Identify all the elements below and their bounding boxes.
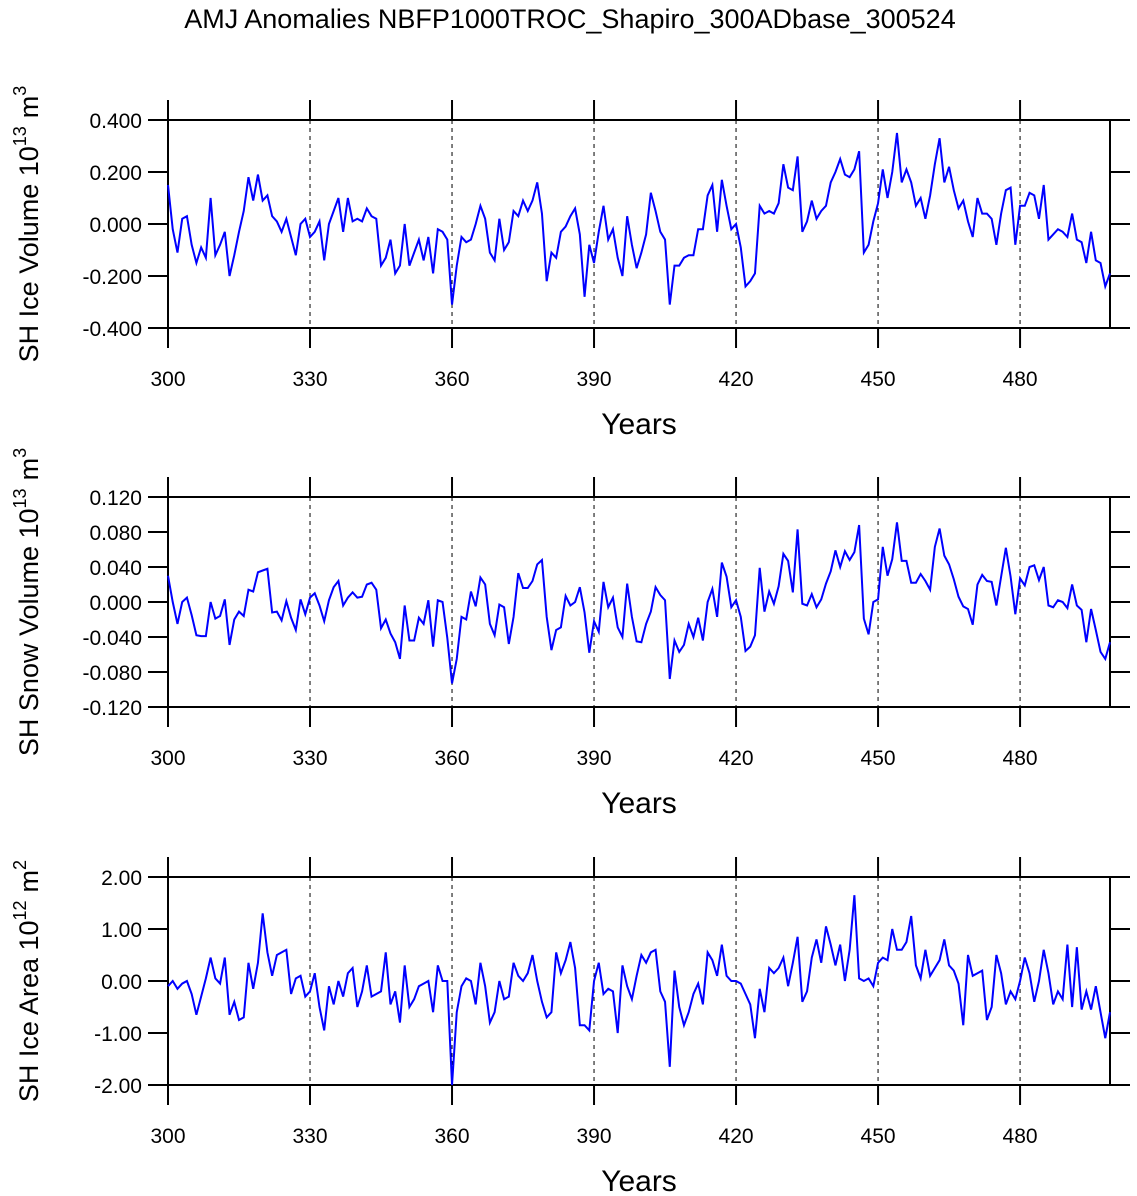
x-axis-title: Years	[601, 787, 677, 820]
y-tick-label: 0.120	[89, 487, 142, 510]
data-line	[167, 132, 1111, 305]
plot-frame	[167, 496, 1111, 708]
x-tick-label: 300	[150, 1125, 185, 1148]
y-axis-title: SH Snow Volume 1013 m3	[10, 448, 44, 756]
y-axis-title-unit-exp: 3	[10, 86, 30, 96]
x-tick-label: 420	[719, 1125, 754, 1148]
plot-frame	[167, 876, 1111, 1086]
y-tick-label: 0.400	[89, 110, 142, 133]
y-tick-label: -0.120	[82, 697, 142, 720]
x-tick-label: 420	[719, 747, 754, 770]
y-axis-title-text: SH Ice Area 10	[14, 920, 44, 1102]
y-axis-title-text: SH Ice Volume 10	[14, 146, 44, 362]
x-tick-label: 330	[292, 368, 327, 391]
x-tick-label: 480	[1003, 747, 1038, 770]
x-tick-label: 480	[1003, 368, 1038, 391]
y-tick-label: 0.000	[89, 214, 142, 237]
data-line	[167, 522, 1111, 684]
x-tick-label: 300	[150, 747, 185, 770]
y-axis-title-unit: m	[14, 458, 44, 481]
figure-title: AMJ Anomalies NBFP1000TROC_Shapiro_300AD…	[184, 4, 955, 34]
y-axis-title-exp: 12	[10, 900, 30, 920]
y-axis-title-exp: 13	[10, 126, 30, 146]
x-tick-label: 360	[434, 368, 469, 391]
y-tick-label: 1.00	[101, 919, 142, 942]
y-tick-label: 0.080	[89, 522, 142, 545]
y-axis-title-unit: m	[14, 96, 44, 119]
y-axis-title-text: SH Snow Volume 10	[14, 508, 44, 756]
plot-frame	[167, 119, 1111, 329]
y-axis-title-unit-exp: 3	[10, 448, 30, 458]
x-tick-label: 360	[434, 1125, 469, 1148]
x-tick-label: 450	[861, 368, 896, 391]
x-tick-label: 330	[292, 1125, 327, 1148]
x-tick-label: 390	[577, 747, 612, 770]
data-line	[167, 895, 1111, 1086]
y-axis-title-exp: 13	[10, 488, 30, 508]
x-tick-label: 450	[861, 1125, 896, 1148]
y-tick-label: 2.00	[101, 867, 142, 890]
x-tick-label: 480	[1003, 1125, 1038, 1148]
x-tick-label: 300	[150, 368, 185, 391]
y-tick-label: 0.040	[89, 557, 142, 580]
y-axis-title-unit: m	[14, 870, 44, 893]
y-tick-label: -0.200	[82, 266, 142, 289]
y-tick-label: -1.00	[94, 1023, 142, 1046]
y-tick-label: -2.00	[94, 1075, 142, 1098]
x-axis-title: Years	[601, 408, 677, 441]
x-tick-label: 420	[719, 368, 754, 391]
y-tick-label: 0.00	[101, 971, 142, 994]
y-tick-label: -0.040	[82, 627, 142, 650]
y-axis-title-unit-exp: 2	[10, 860, 30, 870]
x-tick-label: 360	[434, 747, 469, 770]
x-tick-label: 450	[861, 747, 896, 770]
y-axis-title: SH Ice Volume 1013 m3	[10, 86, 44, 363]
x-tick-label: 390	[577, 368, 612, 391]
y-tick-label: -0.400	[82, 318, 142, 341]
y-tick-label: 0.000	[89, 592, 142, 615]
y-tick-label: 0.200	[89, 162, 142, 185]
x-axis-title: Years	[601, 1165, 677, 1196]
x-tick-label: 330	[292, 747, 327, 770]
x-tick-label: 390	[577, 1125, 612, 1148]
y-axis-title: SH Ice Area 1012 m2	[10, 860, 44, 1102]
y-tick-label: -0.080	[82, 662, 142, 685]
